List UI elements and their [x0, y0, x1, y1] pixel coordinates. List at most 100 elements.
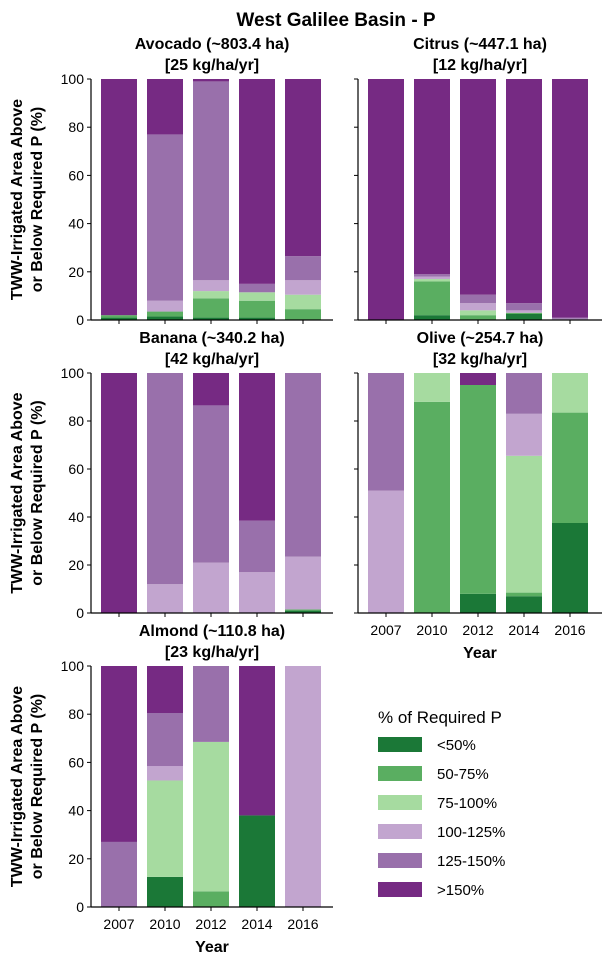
- bar-segment: [414, 276, 450, 280]
- bar-segment: [414, 279, 450, 282]
- bar-segment: [414, 274, 450, 277]
- bar-segment: [414, 281, 450, 316]
- legend-swatch: [378, 795, 422, 810]
- legend: % of Required P <50% 50-75% 75-100% 100-125%…: [378, 708, 505, 899]
- bar-segment: [460, 385, 496, 594]
- bar-segment: [147, 666, 183, 713]
- bar-segment: [239, 815, 275, 907]
- bar-segment: [460, 310, 496, 316]
- bar-segment: [193, 405, 229, 563]
- legend-label: <50%: [437, 737, 476, 754]
- bar-segment: [147, 780, 183, 877]
- bar-segment: [285, 556, 321, 610]
- x-tick-label: 2010: [149, 916, 180, 932]
- bar-segment: [414, 315, 450, 320]
- x-tick-label: 2007: [370, 622, 401, 638]
- y-tick-label: 80: [68, 413, 84, 429]
- x-tick-label: 2016: [554, 622, 585, 638]
- x-tick-label: 2016: [287, 916, 318, 932]
- bar-segment: [506, 413, 542, 456]
- x-tick-label: 2012: [462, 622, 493, 638]
- y-tick-label: 80: [68, 119, 84, 135]
- panel-4: Almond (~110.8 ha) [23 kg/ha/yr] 0 20 40 60 80…: [9, 623, 333, 956]
- panel-title-line: [12 kg/ha/yr]: [433, 57, 527, 74]
- x-tick-label: 2012: [195, 916, 226, 932]
- legend-title: % of Required P: [378, 708, 502, 727]
- bar-segment: [101, 373, 137, 613]
- bar-segment: [414, 79, 450, 275]
- legend-swatch: [378, 853, 422, 868]
- bar-segment: [193, 666, 229, 742]
- bar-segment: [193, 891, 229, 907]
- bar-segment: [193, 317, 229, 320]
- bar-segment: [506, 310, 542, 313]
- figure-title: West Galilee Basin - P: [236, 10, 436, 31]
- x-tick-label: 2010: [416, 622, 447, 638]
- bar-segment: [239, 373, 275, 521]
- bar-segment: [101, 317, 137, 320]
- panel-1: Citrus (~447.1 ha) [12 kg/ha/yr]: [354, 36, 602, 324]
- bar-segment: [193, 741, 229, 892]
- y-axis-label-line: TWW-Irrigated Area Above: [9, 392, 26, 593]
- x-axis-label: Year: [463, 645, 497, 662]
- y-axis-label-line: TWW-Irrigated Area Above: [9, 99, 26, 300]
- bar-segment: [285, 609, 321, 611]
- bar-segment: [147, 316, 183, 320]
- y-tick-label: 40: [68, 216, 84, 232]
- bar-segment: [506, 79, 542, 304]
- legend-label: 50-75%: [437, 766, 489, 783]
- bar-segment: [552, 317, 588, 319]
- bar-segment: [193, 280, 229, 292]
- y-tick-label: 0: [76, 312, 84, 328]
- panel-title-line: Almond (~110.8 ha): [139, 623, 285, 640]
- bar-segment: [285, 79, 321, 257]
- y-tick-label: 100: [61, 658, 85, 674]
- bar-segment: [506, 592, 542, 597]
- bar-segment: [460, 79, 496, 295]
- bar-segment: [506, 313, 542, 320]
- bar-segment: [239, 572, 275, 613]
- bar-segment: [193, 562, 229, 613]
- bar-segment: [147, 311, 183, 317]
- bar-segment: [506, 312, 542, 314]
- panel-title-line: [32 kg/ha/yr]: [433, 351, 527, 368]
- y-axis-label-line: or Below Required P (%): [29, 107, 46, 293]
- panel-title-line: Citrus (~447.1 ha): [413, 36, 547, 53]
- y-tick-label: 40: [68, 803, 84, 819]
- bar-segment: [368, 373, 404, 491]
- bar-segment: [147, 876, 183, 907]
- bar-segment: [368, 79, 404, 320]
- bar-segment: [193, 373, 229, 406]
- bar-segment: [285, 294, 321, 310]
- bar-segment: [239, 292, 275, 301]
- legend-swatch: [378, 766, 422, 781]
- bar-segment: [285, 666, 321, 907]
- legend-label: 125-150%: [437, 853, 505, 870]
- bar-segment: [239, 317, 275, 320]
- bar-segment: [285, 610, 321, 613]
- legend-swatch: [378, 882, 422, 897]
- y-tick-label: 100: [61, 365, 85, 381]
- y-tick-label: 60: [68, 167, 84, 183]
- bar-segment: [552, 523, 588, 613]
- bar-segment: [239, 283, 275, 293]
- bar-segment: [368, 490, 404, 613]
- y-tick-label: 20: [68, 851, 84, 867]
- bar-segment: [147, 134, 183, 301]
- y-tick-label: 60: [68, 754, 84, 770]
- bar-segment: [552, 373, 588, 413]
- y-tick-label: 0: [76, 899, 84, 915]
- legend-label: >150%: [437, 882, 484, 899]
- bar-segment: [552, 412, 588, 523]
- panels: Avocado (~803.4 ha) [25 kg/ha/yr] 0 20 40 60 8…: [9, 36, 602, 956]
- bar-segment: [239, 79, 275, 284]
- y-tick-label: 20: [68, 264, 84, 280]
- bar-segment: [285, 256, 321, 281]
- legend-label: 75-100%: [437, 795, 497, 812]
- panel-title-line: Banana (~340.2 ha): [139, 330, 284, 347]
- bar-segment: [147, 584, 183, 613]
- bar-segment: [147, 766, 183, 781]
- bar-segment: [460, 593, 496, 613]
- legend-swatch: [378, 737, 422, 752]
